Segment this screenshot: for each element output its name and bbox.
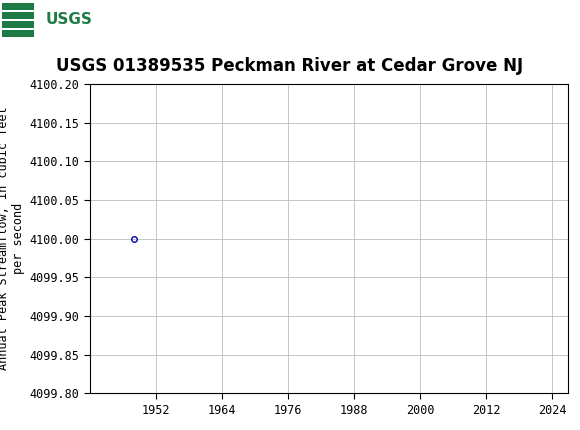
Bar: [2, 30, 34, 37]
Text: USGS 01389535 Peckman River at Cedar Grove NJ: USGS 01389535 Peckman River at Cedar Gro…: [56, 57, 524, 75]
Bar: [2, 21, 34, 28]
Bar: [2, 12, 34, 19]
Bar: [2, 3, 34, 10]
Text: USGS: USGS: [45, 12, 92, 28]
Bar: [1, 2, 68, 38]
Y-axis label: Annual Peak Streamflow, in cubic feet
per second: Annual Peak Streamflow, in cubic feet pe…: [0, 107, 26, 371]
